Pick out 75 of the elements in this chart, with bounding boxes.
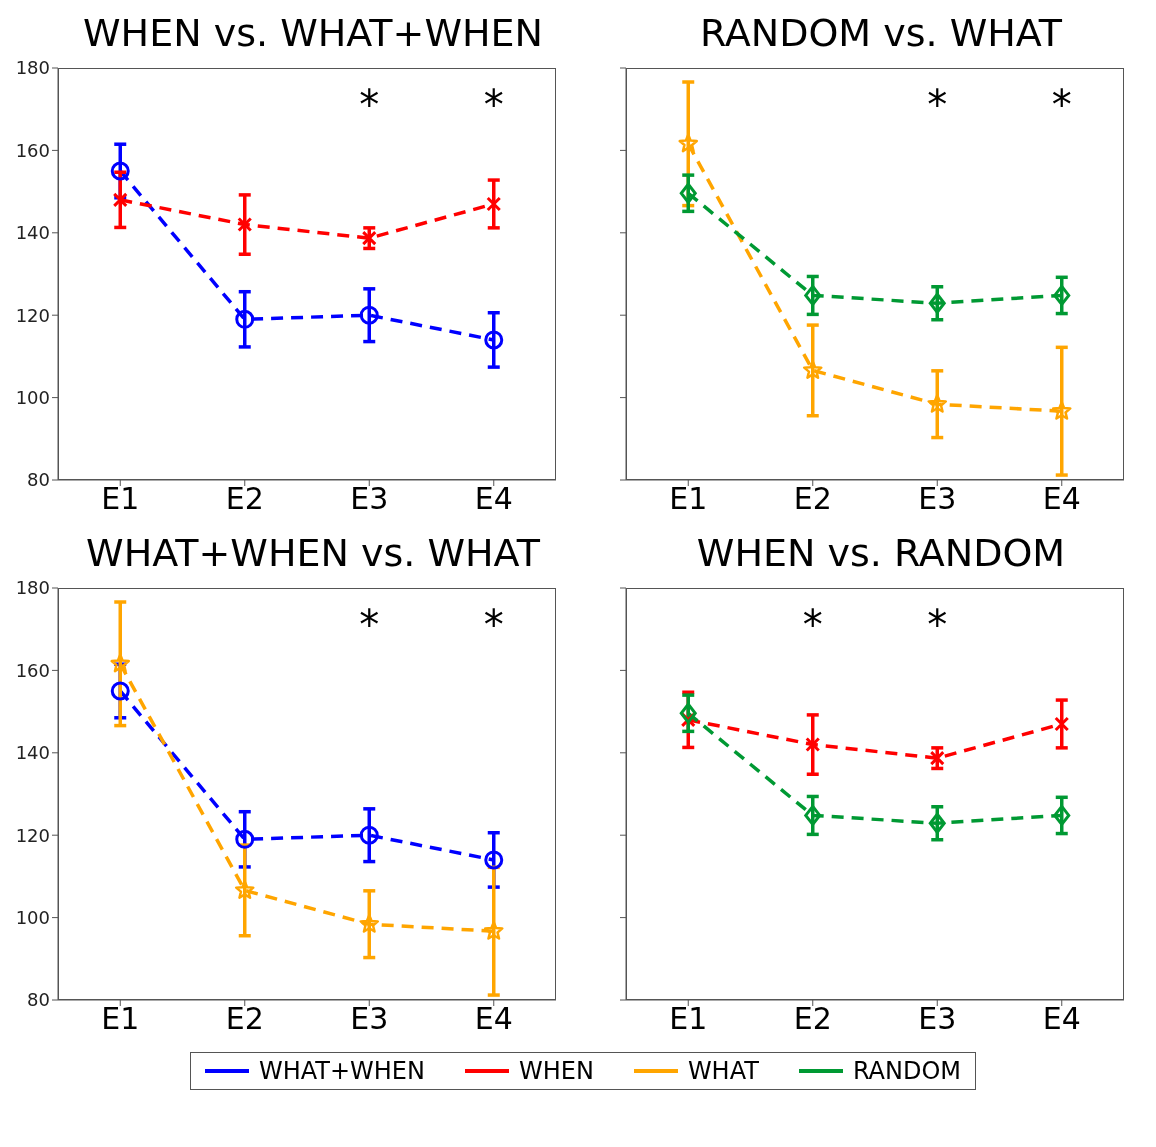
annotation: * (359, 82, 380, 129)
y-tick-label: 140 (15, 222, 50, 244)
point (235, 309, 255, 329)
y-tick-label: 100 (15, 906, 50, 928)
chart-title: RANDOM vs. WHAT (698, 10, 1064, 57)
point (805, 737, 821, 753)
x-tick-label: E4 (474, 481, 513, 517)
x-tick-label: E3 (350, 481, 389, 517)
y-tick-label: 80 (27, 469, 50, 491)
point (112, 192, 128, 208)
chart-title: WHEN vs. RANDOM (695, 530, 1067, 577)
legend-label: RANDOM (852, 1057, 962, 1085)
x-tick-label: E2 (225, 481, 264, 517)
point (110, 161, 130, 181)
point (359, 825, 379, 845)
annotation: * (359, 602, 380, 649)
point (237, 217, 253, 233)
point (110, 653, 131, 673)
x-tick-label: E3 (350, 1001, 389, 1037)
point (1053, 284, 1071, 306)
point (678, 133, 699, 153)
point (679, 702, 697, 724)
point (484, 330, 504, 350)
annotation: * (802, 602, 823, 649)
point (1053, 804, 1071, 826)
point (484, 850, 504, 870)
annotation: * (927, 602, 948, 649)
y-tick-label: 160 (15, 139, 50, 161)
point (110, 681, 130, 701)
point (235, 829, 255, 849)
legend-label: WHEN (518, 1057, 594, 1085)
y-tick-label: 80 (27, 989, 50, 1011)
annotation: * (927, 82, 948, 129)
point (361, 230, 377, 246)
x-tick-label: E1 (669, 481, 708, 517)
y-tick-label: 180 (15, 577, 50, 599)
legend-label: WHAT (687, 1057, 759, 1085)
point (802, 360, 823, 379)
y-tick-label: 100 (15, 386, 50, 408)
x-tick-label: E2 (225, 1001, 264, 1037)
x-tick-label: E3 (918, 1001, 957, 1037)
y-tick-label: 120 (15, 824, 50, 846)
point (927, 393, 948, 413)
x-tick-label: E2 (793, 1001, 832, 1037)
point (804, 284, 822, 306)
y-tick-label: 180 (15, 57, 50, 79)
annotation: * (1051, 82, 1072, 129)
point (679, 182, 697, 204)
point (928, 292, 946, 314)
x-tick-label: E4 (474, 1001, 513, 1037)
point (483, 920, 504, 940)
chart-title: WHAT+WHEN vs. WHAT (85, 530, 541, 577)
point (359, 305, 379, 325)
y-tick-label: 140 (15, 742, 50, 764)
annotation: * (483, 82, 504, 129)
x-tick-label: E1 (101, 1001, 140, 1037)
y-tick-label: 120 (15, 304, 50, 326)
annotation: * (483, 602, 504, 649)
legend-label: WHAT+WHEN (258, 1057, 425, 1085)
point (1051, 400, 1072, 420)
x-tick-label: E3 (918, 481, 957, 517)
point (928, 812, 946, 834)
chart-title: WHEN vs. WHAT+WHEN (82, 10, 544, 57)
y-tick-label: 160 (15, 659, 50, 681)
x-tick-label: E4 (1042, 481, 1081, 517)
point (804, 804, 822, 826)
point (1054, 716, 1070, 732)
point (359, 913, 380, 933)
x-tick-label: E2 (793, 481, 832, 517)
x-tick-label: E1 (101, 481, 140, 517)
x-tick-label: E1 (669, 1001, 708, 1037)
point (234, 880, 255, 899)
point (929, 750, 945, 766)
point (486, 196, 502, 212)
x-tick-label: E4 (1042, 1001, 1081, 1037)
